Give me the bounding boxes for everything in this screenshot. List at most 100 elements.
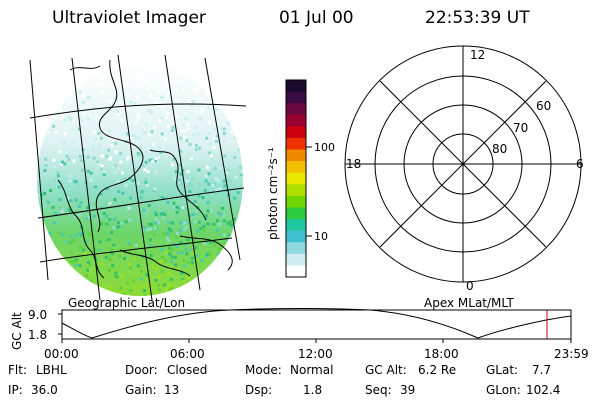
image-pixel: [168, 195, 172, 199]
image-pixel: [150, 282, 154, 286]
image-pixel: [179, 241, 183, 245]
glat-label: GLat:: [486, 363, 519, 377]
image-pixel: [229, 130, 233, 134]
mode-value: Normal: [290, 363, 334, 377]
image-pixel: [148, 244, 152, 248]
image-pixel: [135, 185, 139, 189]
image-pixel: [150, 130, 154, 133]
image-pixel: [162, 105, 165, 109]
image-pixel: [62, 156, 66, 160]
image-pixel: [193, 239, 197, 243]
image-pixel: [190, 103, 194, 107]
image-pixel: [206, 209, 210, 213]
image-pixel: [226, 238, 229, 242]
image-pixel: [169, 287, 173, 291]
image-pixel: [141, 66, 145, 70]
image-pixel: [167, 220, 171, 224]
image-pixel: [166, 125, 170, 129]
image-pixel: [134, 120, 138, 124]
gc-alt-value: 6.2 Re: [418, 363, 457, 377]
image-pixel: [215, 197, 218, 201]
image-pixel: [169, 229, 173, 233]
image-pixel: [183, 264, 187, 268]
image-pixel: [229, 223, 233, 227]
image-pixel: [174, 177, 177, 181]
image-pixel: [150, 157, 154, 161]
image-pixel: [92, 130, 96, 134]
image-pixel: [179, 172, 183, 176]
image-pixel: [195, 148, 198, 152]
image-pixel: [139, 146, 143, 150]
image-pixel: [66, 196, 70, 200]
image-pixel: [153, 100, 157, 104]
image-pixel: [82, 248, 86, 252]
colorbar-segment: [286, 219, 306, 232]
image-pixel: [89, 179, 93, 183]
image-pixel: [212, 127, 216, 131]
image-pixel: [103, 222, 107, 226]
image-pixel: [222, 133, 226, 137]
image-pixel: [175, 244, 179, 248]
image-pixel: [175, 79, 179, 83]
image-pixel: [148, 158, 152, 162]
image-pixel: [96, 117, 100, 121]
image-pixel: [204, 174, 208, 178]
image-pixel: [176, 99, 180, 103]
image-pixel: [144, 160, 148, 164]
image-pixel: [154, 157, 158, 160]
flt-label: Flt:: [8, 363, 27, 377]
image-pixel: [114, 96, 118, 100]
image-pixel: [110, 252, 114, 256]
image-pixel: [121, 104, 125, 108]
mlt-label-6: 6: [576, 157, 584, 171]
image-pixel: [154, 64, 158, 68]
image-pixel: [183, 129, 187, 133]
image-pixel: [119, 160, 123, 164]
seq-value: 39: [400, 383, 416, 397]
image-pixel: [175, 210, 179, 214]
image-pixel: [56, 174, 60, 178]
image-pixel: [179, 136, 183, 140]
image-pixel: [111, 264, 115, 268]
image-pixel: [141, 164, 145, 168]
image-pixel: [139, 277, 143, 281]
image-pixel: [60, 117, 64, 121]
image-pixel: [60, 141, 64, 145]
image-pixel: [185, 139, 189, 143]
image-pixel: [178, 179, 182, 183]
image-pixel: [139, 195, 143, 199]
image-pixel: [150, 222, 153, 226]
image-pixel: [159, 260, 163, 264]
image-pixel: [206, 106, 210, 110]
image-pixel: [119, 286, 123, 290]
image-pixel: [215, 188, 218, 192]
colorbar-segment: [286, 172, 306, 185]
image-pixel: [197, 168, 201, 172]
image-pixel: [213, 201, 217, 205]
colorbar-segment: [286, 103, 306, 116]
image-pixel: [163, 283, 167, 287]
image-pixel: [181, 222, 185, 226]
image-pixel: [152, 82, 156, 86]
image-pixel: [199, 227, 203, 230]
image-pixel: [94, 137, 98, 141]
image-pixel: [217, 247, 221, 251]
door-value: Closed: [167, 363, 208, 377]
image-pixel: [100, 206, 104, 210]
image-pixel: [150, 110, 153, 114]
image-pixel: [91, 148, 95, 152]
image-pixel: [212, 146, 216, 149]
image-pixel: [154, 213, 158, 216]
image-pixel: [147, 133, 151, 137]
image-pixel: [95, 148, 99, 152]
image-pixel: [192, 133, 196, 137]
image-pixel: [87, 117, 91, 121]
image-pixel: [40, 193, 44, 197]
image-pixel: [153, 159, 157, 163]
image-pixel: [97, 217, 101, 221]
image-pixel: [52, 221, 56, 225]
image-pixel: [85, 217, 89, 220]
image-pixel: [49, 189, 53, 192]
image-pixel: [108, 268, 111, 272]
image-pixel: [162, 232, 166, 235]
